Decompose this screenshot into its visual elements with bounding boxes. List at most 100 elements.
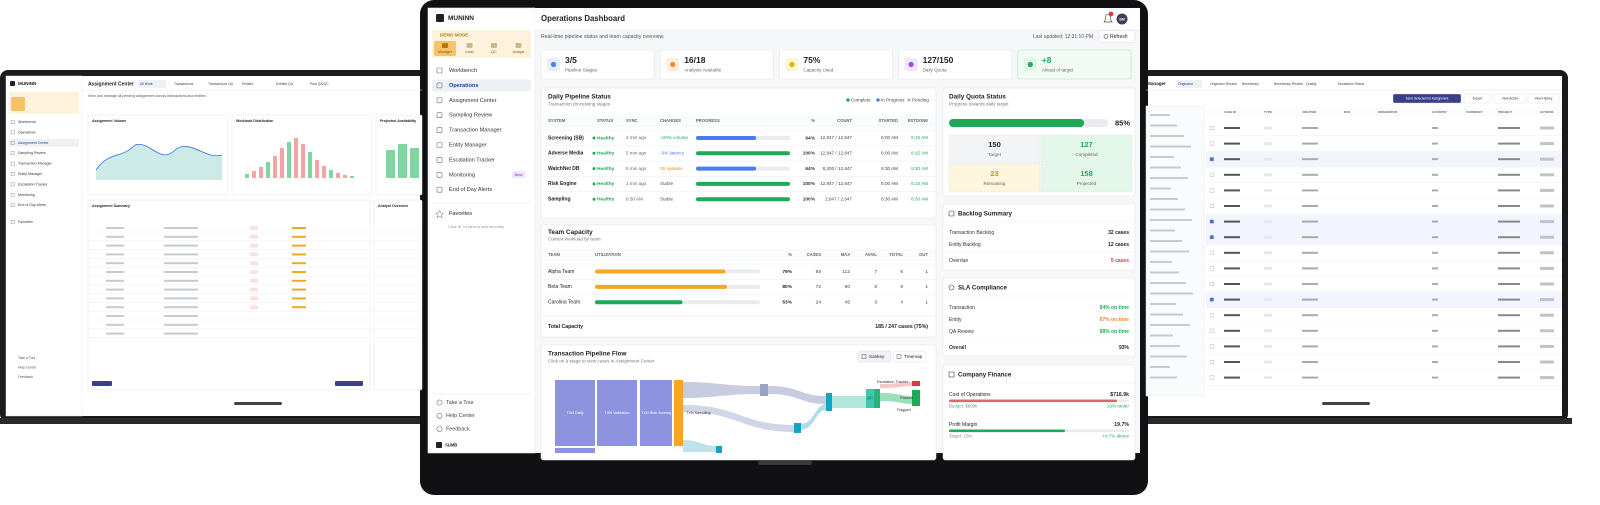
- column-header: SYNC: [626, 118, 638, 123]
- footer-link: Help Center: [18, 365, 37, 369]
- refresh-button[interactable]: [1098, 30, 1136, 43]
- priority-dots: [292, 288, 306, 291]
- deco-text: [1498, 345, 1520, 348]
- quota-value: 127: [1080, 140, 1093, 149]
- priority-dots: [292, 235, 306, 238]
- logo-mark: [436, 442, 442, 448]
- flow-node-label: TXN Risk Scoring: [641, 411, 671, 415]
- status: Healthy: [597, 166, 615, 172]
- tab: Transactions: [174, 82, 194, 86]
- legend-dot: [907, 98, 911, 102]
- view-toggle[interactable]: [857, 350, 892, 363]
- deco-text: [1498, 314, 1520, 317]
- column-header: TOTAL: [889, 252, 903, 257]
- team-name: Carolina Team: [548, 300, 580, 306]
- view-toggle[interactable]: [892, 350, 927, 363]
- column-header: DUE: [1344, 110, 1350, 114]
- system-name: Sampling: [548, 197, 571, 203]
- panel-title: Projected Availability: [380, 119, 416, 123]
- action-icons: [1540, 344, 1554, 348]
- avatar-initials: SM: [1119, 17, 1125, 21]
- priority-dots: [292, 271, 306, 273]
- system-name: Adverse Media: [548, 151, 584, 157]
- checkbox: [1209, 172, 1214, 177]
- deco-text: [1224, 345, 1240, 348]
- action-button[interactable]: [1527, 93, 1560, 104]
- deco-bar: [329, 170, 333, 178]
- row-value: 5 cases: [1111, 258, 1129, 264]
- deco-text: [1302, 283, 1318, 285]
- nav-item: Workbench: [18, 120, 36, 124]
- deco-text: [164, 244, 198, 247]
- footer-link: Feedback: [446, 427, 470, 433]
- deco-text: [1432, 329, 1438, 332]
- nav-icon: [436, 142, 443, 148]
- tab: Beneficiary Review: [1274, 82, 1303, 86]
- deco-text: [1224, 173, 1240, 176]
- tab: Originator Review: [1210, 82, 1237, 86]
- deco-bar: [287, 142, 291, 178]
- progress-bar: [696, 181, 790, 186]
- action-button-label: View Active: [1502, 97, 1518, 101]
- column-header: CHANGES: [660, 118, 681, 123]
- flow-node: [640, 380, 672, 446]
- change: Stable: [660, 181, 673, 186]
- flow-node-label: TXN Sampling: [686, 411, 710, 415]
- action-button[interactable]: [1463, 93, 1492, 104]
- row-label: Transaction Backlog: [949, 230, 994, 236]
- action-icons: [1540, 126, 1554, 130]
- action-icons: [1540, 173, 1554, 177]
- status: Healthy: [597, 181, 615, 187]
- footer-link: Take a Tour: [446, 400, 474, 406]
- kpi-value: +8: [1042, 55, 1052, 65]
- change: Stable: [660, 196, 673, 201]
- started: 6:30 AM: [881, 166, 898, 171]
- deco-text: [1432, 127, 1438, 129]
- column-header: %: [811, 118, 815, 123]
- deco-text: [106, 253, 124, 256]
- nav-icon: [436, 112, 443, 118]
- team-max: 90: [845, 284, 851, 290]
- deco-bar: [322, 166, 326, 178]
- util-bar: [595, 269, 726, 274]
- footer-icon: [436, 426, 443, 432]
- nav-icon: [10, 140, 15, 145]
- est-done: 8:15 AM: [911, 181, 928, 186]
- view-toggle-label: Treemap: [904, 354, 923, 359]
- deco-text: [1498, 127, 1520, 129]
- deco-text: [1302, 236, 1318, 239]
- deco-text: [1302, 220, 1318, 223]
- deco-text: [1432, 361, 1438, 363]
- nav-item: Sampling Review: [18, 151, 46, 155]
- deco-text: [1432, 345, 1438, 348]
- kpi-value: 3/5: [565, 55, 577, 65]
- panel-subtitle: Transaction processing stages: [548, 102, 611, 107]
- deco-text: [164, 262, 198, 265]
- team-out: 1: [925, 284, 928, 290]
- risk-tag: [250, 287, 258, 292]
- logo: MUNINN: [448, 15, 474, 22]
- team-cases: 24: [816, 300, 822, 306]
- deco-bar: [273, 156, 277, 178]
- action-icons: [1540, 266, 1554, 270]
- deco-text: [1432, 236, 1438, 239]
- role-tab: Lead: [466, 50, 474, 54]
- kpi-value: 16/18: [684, 55, 706, 65]
- deco-text: [164, 279, 198, 282]
- nav-item: Assignment Center: [449, 98, 497, 104]
- quota-label: Target: [988, 152, 1001, 157]
- deco-text: [1150, 219, 1192, 221]
- deco-text: [1150, 229, 1175, 232]
- started: 6:00 AM: [881, 181, 898, 186]
- action-button[interactable]: [1493, 93, 1527, 104]
- deco-text: [1302, 142, 1318, 145]
- flow-node: [866, 389, 874, 408]
- deco-text: [1224, 220, 1240, 223]
- kpi-label: Capacity Used: [803, 68, 833, 73]
- deco-text: [1150, 166, 1181, 169]
- team-cases: 89: [816, 269, 822, 275]
- started: 6:00 AM: [881, 135, 898, 140]
- deco-bar: [252, 171, 256, 178]
- nav-item: Favorites: [18, 220, 33, 224]
- action-button[interactable]: [1392, 93, 1462, 104]
